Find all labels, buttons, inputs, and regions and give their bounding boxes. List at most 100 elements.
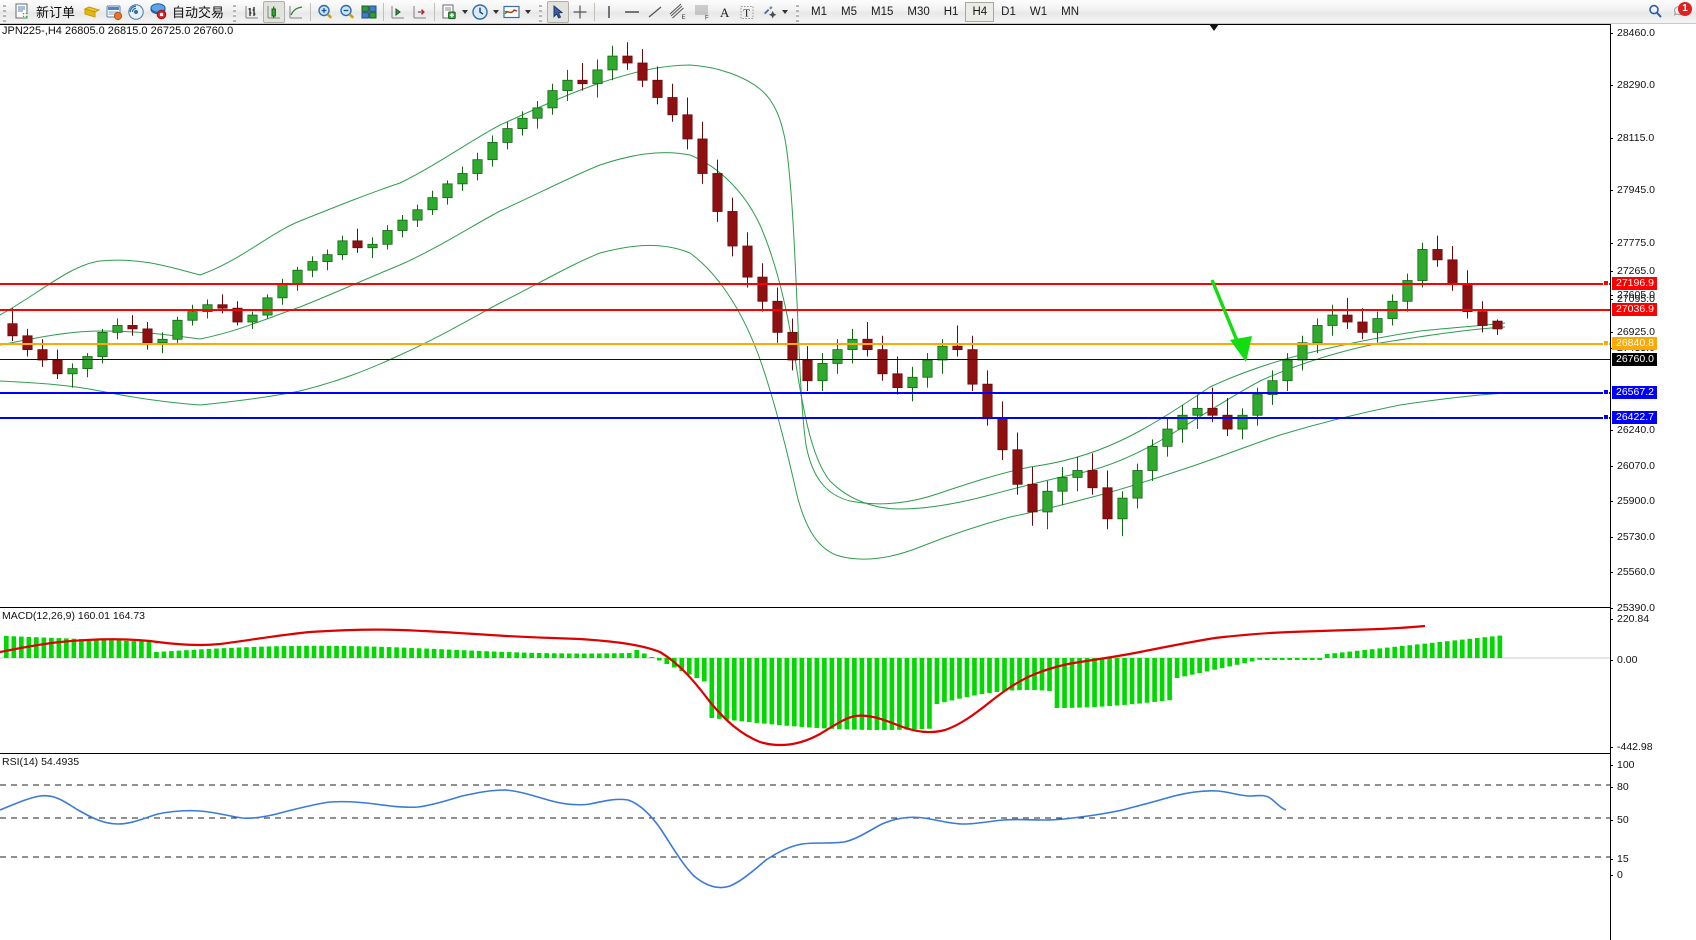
text-label-icon[interactable]: A: [714, 1, 736, 23]
period-dropdown-arrow-icon[interactable]: [491, 1, 500, 23]
price-tick-14: 25560.0: [1610, 566, 1655, 578]
support-tag-1[interactable]: 26567.2: [1612, 386, 1657, 399]
crosshair-icon[interactable]: [569, 1, 591, 23]
price-pane-graphics: [0, 42, 1506, 560]
macd-pane-graphics: [0, 624, 1610, 747]
price-tick-8: 27095.0: [1610, 293, 1655, 305]
text-icon[interactable]: T: [736, 1, 758, 23]
trendline-icon[interactable]: [644, 1, 666, 23]
pivot-tag[interactable]: 26840.8: [1612, 337, 1657, 350]
fibonacci-icon[interactable]: F: [690, 1, 714, 23]
price-tick-15: 25390.0: [1610, 602, 1655, 614]
add-indicator-icon[interactable]: [438, 1, 460, 23]
terminal-icon[interactable]: [103, 1, 125, 23]
macd-tick-2: -442.98: [1610, 741, 1653, 753]
support-line-1[interactable]: [0, 392, 1610, 394]
down-arrow-annotation[interactable]: [1190, 264, 1310, 384]
price-tick-7: 27265.0: [1610, 265, 1655, 277]
toolbar-grip-4[interactable]: [795, 1, 803, 22]
symbol-header: JPN225-,H4 26805.0 26815.0 26725.0 26760…: [2, 25, 234, 37]
price-tick-13: 25730.0: [1610, 531, 1655, 543]
timeframe-w1[interactable]: W1: [1029, 5, 1048, 18]
price-tick-5: 27605.0: [1610, 289, 1655, 301]
price-tick-11: 26070.0: [1610, 460, 1655, 472]
autotrading-label[interactable]: 自动交易: [172, 6, 225, 21]
macd-tick-0: 220.84: [1609, 613, 1649, 625]
line-chart-icon[interactable]: [285, 1, 307, 23]
resistance-tag-2[interactable]: 27036.9: [1612, 303, 1657, 316]
toolbar-grip-3[interactable]: [538, 1, 546, 22]
timeframe-mn[interactable]: MN: [1061, 5, 1079, 18]
macd-tick-1: 0.00: [1609, 654, 1637, 666]
chart-top-border: [0, 24, 1610, 25]
timeframe-h4[interactable]: H4: [965, 1, 995, 22]
rsi-tick-1: 80: [1610, 781, 1629, 793]
zoom-in-icon[interactable]: [314, 1, 336, 23]
tile-windows-icon[interactable]: [358, 1, 380, 23]
timeframe-m5[interactable]: M5: [841, 5, 857, 18]
rsi-pane-top-border: [0, 753, 1610, 754]
timeframe-h1[interactable]: H1: [943, 5, 959, 18]
equidistant-channel-icon[interactable]: E: [666, 1, 690, 23]
time-cursor-marker: [1209, 24, 1219, 31]
price-tick-1: 28290.0: [1610, 79, 1655, 91]
shift-end-icon[interactable]: [387, 1, 409, 23]
pivot-line-handle[interactable]: [1603, 340, 1609, 346]
rsi-tick-3: 15: [1610, 853, 1629, 865]
chart-shift-icon[interactable]: [409, 1, 431, 23]
new-order-icon[interactable]: [11, 1, 34, 23]
notification-badge: 1: [1678, 1, 1692, 16]
rsi-pane-graphics: [0, 784, 1610, 889]
draw-objects-dropdown-arrow-icon[interactable]: [780, 1, 789, 23]
add-indicator-dropdown-arrow-icon[interactable]: [460, 1, 469, 23]
timeframe-m15[interactable]: M15: [871, 5, 894, 18]
horizontal-line-icon[interactable]: [620, 1, 644, 23]
current-price-tag: 26760.0: [1612, 353, 1657, 366]
chart-area[interactable]: MACD(12,26,9) 160.01 164.73 RSI(14) 54.4…: [0, 24, 1696, 940]
current-price-line: [0, 359, 1610, 360]
bar-chart-icon[interactable]: [241, 1, 263, 23]
timeframe-d1[interactable]: D1: [1001, 5, 1016, 18]
rsi-tick-4: 0: [1610, 869, 1623, 881]
notifications-icon[interactable]: 1: [1670, 1, 1692, 23]
svg-text:E: E: [682, 15, 686, 21]
candlestick-chart-icon[interactable]: [263, 0, 286, 23]
main-toolbar: 新订单: [0, 0, 1696, 24]
macd-indicator-label[interactable]: MACD(12,26,9) 160.01 164.73: [2, 610, 146, 622]
rsi-indicator-label[interactable]: RSI(14) 54.4935: [2, 756, 80, 768]
support-tag-2[interactable]: 26422.7: [1612, 411, 1657, 424]
support-line-1-handle[interactable]: [1603, 389, 1609, 395]
timeframe-m30[interactable]: M30: [907, 5, 930, 18]
signals-icon[interactable]: [125, 1, 147, 23]
new-order-label[interactable]: 新订单: [36, 6, 76, 21]
vertical-line-icon[interactable]: [598, 1, 620, 23]
search-icon[interactable]: [1644, 1, 1666, 23]
templates-icon[interactable]: [500, 1, 523, 23]
support-line-2[interactable]: [0, 417, 1610, 419]
price-tick-9: 26925.0: [1610, 326, 1655, 338]
rsi-tick-2: 50: [1610, 814, 1629, 826]
pivot-line[interactable]: [0, 343, 1610, 345]
timeframe-m1[interactable]: M1: [811, 5, 828, 18]
resistance-line-1[interactable]: [0, 283, 1610, 285]
svg-text:A: A: [720, 5, 730, 20]
price-axis-divider: [1610, 24, 1611, 940]
resistance-line-2[interactable]: [0, 309, 1610, 311]
support-line-2-handle[interactable]: [1603, 414, 1609, 420]
draw-objects-icon[interactable]: [758, 1, 780, 23]
templates-dropdown-arrow-icon[interactable]: [523, 1, 532, 23]
autotrading-icon[interactable]: [147, 1, 170, 23]
toolbar-grip-2[interactable]: [232, 1, 240, 22]
svg-text:T: T: [743, 7, 750, 19]
toolbar-grip-1[interactable]: [2, 1, 9, 22]
price-tick-2: 28115.0: [1609, 132, 1654, 144]
svg-text:F: F: [705, 15, 709, 21]
indicators-folder-icon[interactable]: [81, 1, 103, 23]
price-tick-4: 27775.0: [1610, 237, 1655, 249]
cursor-icon[interactable]: [547, 0, 570, 23]
resistance-line-1-handle[interactable]: [1603, 280, 1609, 286]
macd-pane-top-border: [0, 607, 1610, 608]
zoom-out-icon[interactable]: [336, 1, 358, 23]
period-icon[interactable]: [469, 1, 491, 23]
resistance-tag-1[interactable]: 27196.9: [1612, 277, 1657, 290]
